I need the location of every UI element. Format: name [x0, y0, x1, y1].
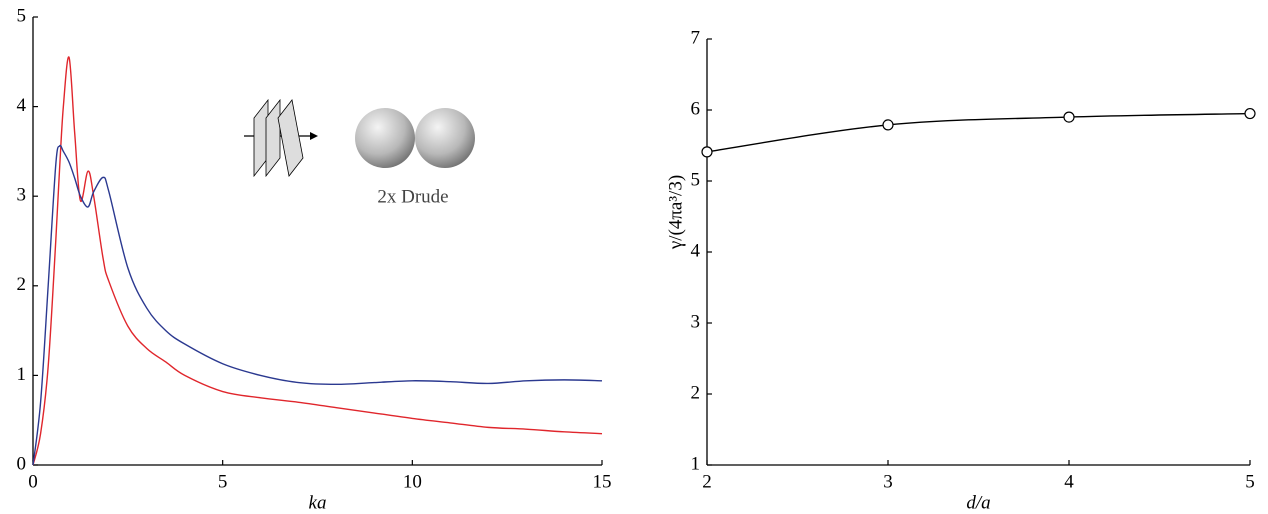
x-tick-label: 10	[403, 471, 422, 492]
y-tick-label: 5	[691, 169, 701, 190]
y-tick-label: 7	[691, 27, 701, 48]
illustration	[244, 98, 475, 178]
x-axis-label: d/a	[966, 492, 990, 513]
y-tick-label: 4	[691, 240, 701, 261]
y-tick-label: 1	[17, 364, 27, 385]
y-tick-label: 1	[691, 453, 701, 474]
y-tick-label: 6	[691, 98, 701, 119]
y-tick-label: 4	[17, 95, 27, 116]
data-point	[701, 146, 713, 158]
annotation: 2x Drude	[377, 186, 448, 207]
x-tick-label: 2	[702, 471, 712, 492]
x-tick-label: 15	[593, 471, 612, 492]
series-line	[32, 144, 603, 466]
x-tick-label: 5	[1245, 471, 1255, 492]
y-tick-label: 2	[17, 274, 27, 295]
x-tick-label: 5	[218, 471, 228, 492]
series-line	[32, 56, 603, 466]
series-line	[706, 112, 1251, 153]
x-tick-label: 4	[1064, 471, 1074, 492]
x-tick-label: 3	[883, 471, 893, 492]
data-point	[1063, 111, 1075, 123]
y-tick-label: 3	[17, 185, 27, 206]
y-tick-label: 5	[17, 5, 27, 26]
y-tick-label: 0	[17, 453, 27, 474]
y-tick-label: 2	[691, 382, 701, 403]
x-axis-label: ka	[309, 492, 327, 513]
y-axis-label: γ/(4πa³/3)	[665, 175, 686, 250]
data-point	[1244, 107, 1256, 120]
y-tick-label: 3	[691, 311, 701, 332]
data-point	[882, 119, 894, 131]
x-tick-label: 0	[28, 471, 38, 492]
